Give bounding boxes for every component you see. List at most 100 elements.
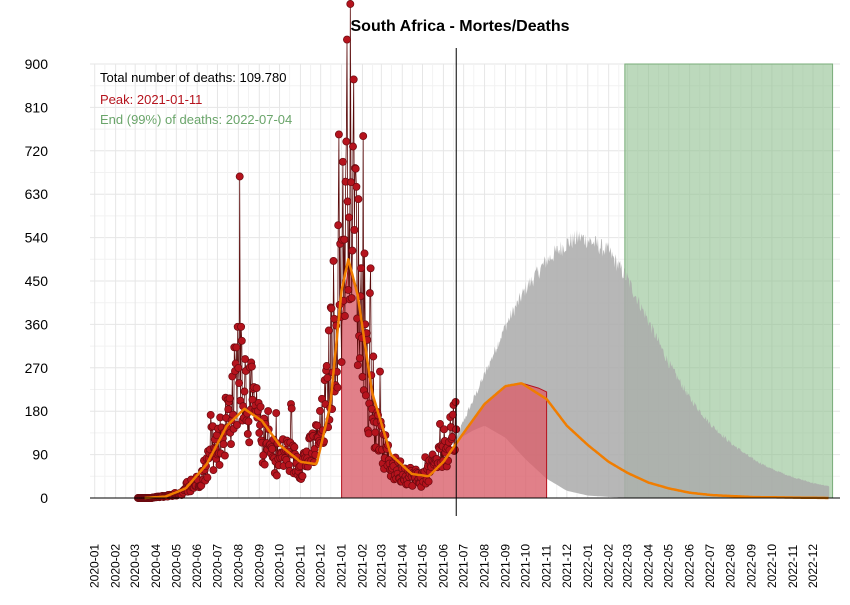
observed-point — [324, 326, 333, 335]
observed-point — [234, 364, 243, 372]
observed-point — [245, 438, 254, 447]
projection-area — [456, 229, 830, 498]
observed-point — [361, 391, 370, 400]
x-tick-label: 2022-12 — [806, 544, 820, 588]
observed-point — [220, 451, 229, 460]
x-tick-label: 2020-11 — [293, 545, 307, 588]
observed-point — [451, 397, 460, 406]
observed-point — [235, 379, 244, 388]
observed-point — [440, 425, 449, 434]
observed-point — [349, 142, 357, 151]
observed-point — [358, 372, 367, 381]
observed-point — [424, 477, 433, 486]
observed-point — [338, 157, 347, 166]
observed-point — [244, 417, 253, 426]
y-tick-label: 540 — [25, 230, 49, 246]
x-tick-label: 2020-05 — [169, 544, 183, 588]
y-tick-label: 720 — [25, 143, 49, 159]
x-tick-label: 2021-03 — [374, 544, 388, 588]
observed-point — [227, 440, 235, 449]
x-tick-label: 2020-02 — [109, 544, 123, 588]
observed-point — [322, 362, 331, 370]
y-tick-labels: 0 90 180 270 360 450 540 630 720 810 900 — [25, 56, 49, 506]
observed-point — [215, 460, 224, 469]
observed-point — [365, 289, 374, 298]
x-tick-label: 2021-02 — [355, 544, 369, 588]
observed-point — [360, 249, 369, 258]
observed-point — [337, 358, 346, 367]
observed-point — [366, 264, 375, 273]
observed-point — [272, 409, 281, 418]
x-tick-label: 2021-01 — [335, 544, 349, 588]
observed-point — [408, 481, 417, 490]
observed-point — [340, 312, 349, 320]
observed-point — [259, 451, 268, 460]
observed-point — [349, 75, 358, 84]
observed-point — [287, 404, 296, 413]
x-tick-label: 2021-11 — [540, 545, 554, 588]
x-tick-label: 2022-04 — [641, 544, 655, 588]
x-tick-label: 2020-10 — [273, 544, 287, 588]
observed-point — [347, 294, 356, 303]
axes — [90, 48, 840, 516]
observed-point — [316, 406, 324, 415]
observed-point — [347, 178, 355, 187]
observed-point — [252, 384, 261, 393]
x-tick-label: 2020-12 — [314, 544, 328, 588]
observed-point — [260, 460, 269, 469]
annotation-end: End (99%) of deaths: 2022-07-04 — [100, 112, 292, 127]
observed-point — [247, 362, 256, 371]
x-tick-labels: 2020-01 2020-02 2020-03 2020-04 2020-05 2020-… — [88, 544, 820, 588]
x-tick-label: 2022-11 — [786, 545, 800, 588]
observed-point — [359, 132, 368, 141]
x-tick-label: 2021-09 — [498, 544, 512, 588]
y-tick-label: 270 — [25, 360, 49, 376]
observed-point — [323, 373, 332, 382]
observed-point — [364, 429, 373, 438]
observed-point — [209, 466, 218, 475]
observed-point — [353, 361, 362, 370]
observed-point — [241, 355, 250, 364]
observed-point — [348, 246, 357, 255]
x-tick-label: 2021-04 — [395, 544, 409, 588]
observed-point — [329, 256, 338, 265]
y-tick-label: 180 — [25, 403, 49, 419]
projection-area-shape — [456, 229, 830, 498]
x-tick-label: 2022-07 — [703, 544, 717, 588]
x-tick-label: 2021-06 — [436, 544, 450, 588]
x-tick-label: 2021-08 — [478, 544, 492, 588]
fitted-curve — [144, 258, 829, 500]
observed-point — [203, 473, 212, 482]
y-tick-label: 0 — [40, 490, 48, 506]
observed-point — [225, 394, 234, 403]
observed-point — [345, 213, 353, 222]
observed-point — [290, 443, 299, 452]
observed-point — [448, 410, 457, 419]
annotation-total: Total number of deaths: 109.780 — [100, 70, 286, 85]
observed-point — [334, 130, 343, 139]
x-tick-label: 2022-06 — [683, 544, 697, 588]
observed-point — [219, 440, 228, 449]
chart-title: South Africa - Mortes/Deaths — [351, 18, 570, 35]
observed-point — [233, 420, 241, 429]
y-tick-label: 810 — [25, 99, 49, 115]
observed-point — [350, 225, 359, 234]
x-tick-label: 2020-03 — [128, 544, 142, 588]
x-tick-label: 2022-03 — [621, 544, 635, 588]
x-tick-label: 2020-08 — [231, 544, 245, 588]
observed-point — [272, 471, 281, 480]
observed-point — [436, 419, 444, 428]
observed-point — [344, 285, 353, 294]
observed-point — [351, 164, 360, 173]
observed-point — [232, 343, 241, 352]
observed-point — [352, 182, 361, 191]
observed-point — [330, 314, 339, 323]
y-tick-label: 360 — [25, 316, 49, 332]
observed-point — [355, 354, 364, 363]
x-tick-label: 2022-09 — [745, 544, 759, 588]
observed-point — [237, 322, 246, 331]
observed-point — [343, 197, 352, 206]
y-tick-label: 630 — [25, 186, 49, 202]
